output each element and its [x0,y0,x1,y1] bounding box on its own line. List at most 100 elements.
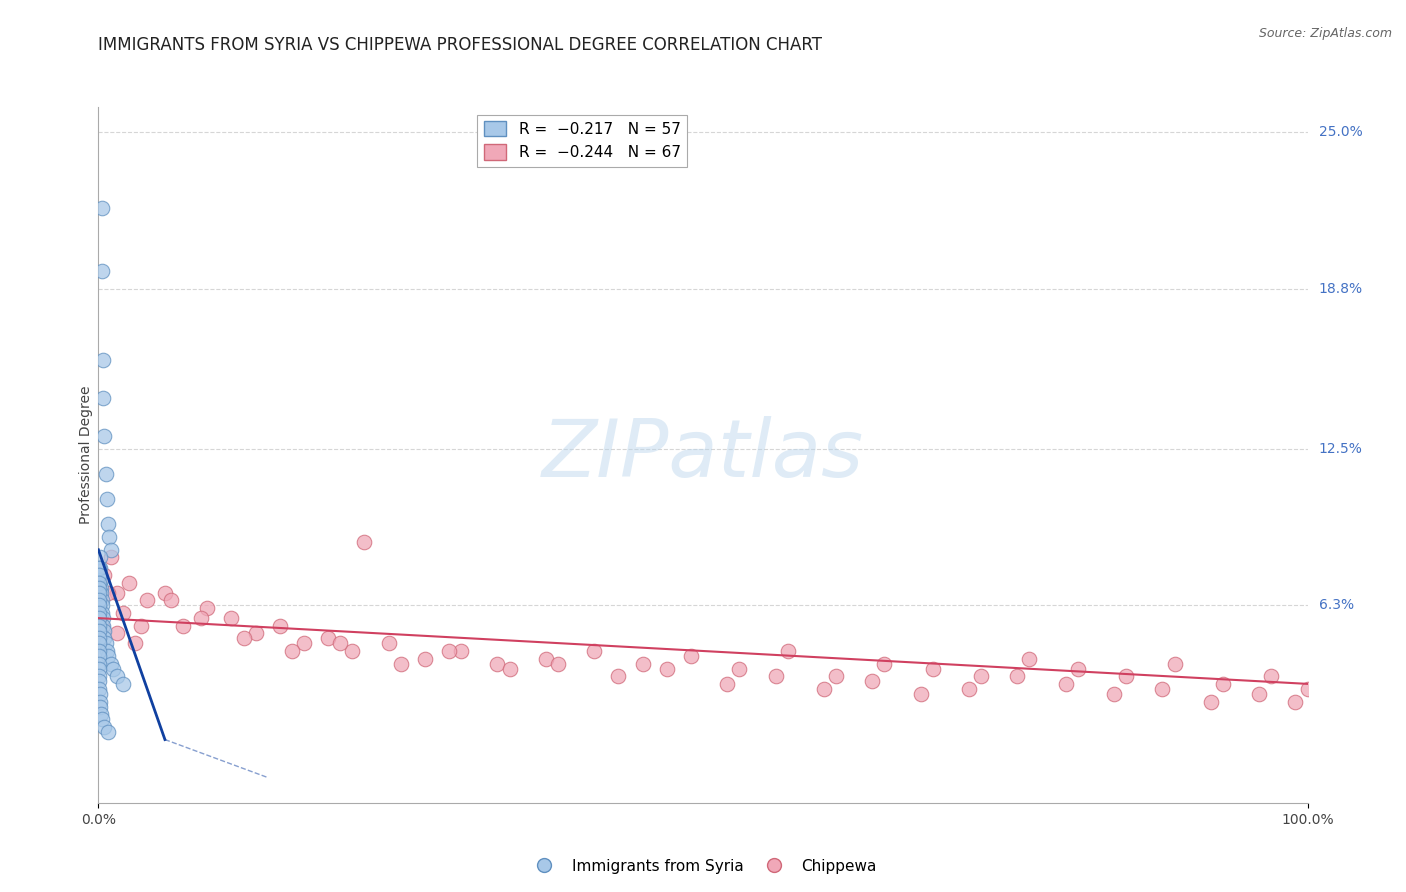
Point [87,586,110,600]
Point [87,593,110,607]
Point [93,568,115,582]
Point [583,644,606,658]
Point [825,669,848,683]
Point [97,586,120,600]
Point [1260,669,1282,683]
Point [87,581,110,595]
Point [232,632,254,646]
Point [269,618,291,632]
Point [100,542,122,557]
Point [97,648,120,663]
Point [413,651,436,665]
Point [97,517,120,532]
Point [1296,681,1319,696]
Point [607,669,630,683]
Point [486,657,509,671]
Point [96,644,118,658]
Point [89,550,111,565]
Point [153,586,176,600]
Point [105,626,128,640]
Point [1067,662,1090,676]
Point [135,593,157,607]
Point [1115,669,1137,683]
Point [1054,677,1077,691]
Point [90,573,112,587]
Point [329,636,352,650]
Point [105,586,128,600]
Point [87,568,110,582]
Point [87,611,110,625]
Point [221,611,243,625]
Point [111,677,134,691]
Point [89,560,111,574]
Point [129,618,152,632]
Text: IMMIGRANTS FROM SYRIA VS CHIPPEWA PROFESSIONAL DEGREE CORRELATION CHART: IMMIGRANTS FROM SYRIA VS CHIPPEWA PROFES… [98,36,823,54]
Point [87,644,110,658]
Point [89,568,111,582]
Point [534,651,557,665]
Point [1152,681,1174,696]
Point [87,662,110,676]
Point [87,632,110,646]
Point [87,606,110,620]
Point [89,699,111,714]
Point [970,669,993,683]
Point [190,611,212,625]
Point [87,669,110,683]
Text: 25.0%: 25.0% [1319,126,1362,139]
Legend: R =  −0.217   N = 57, R =  −0.244   N = 67: R = −0.217 N = 57, R = −0.244 N = 67 [478,115,686,167]
Point [87,618,110,632]
Point [728,662,751,676]
Point [91,201,114,215]
Point [437,644,460,658]
Point [91,391,114,405]
Point [87,674,110,689]
Point [96,492,118,507]
Point [118,575,141,590]
Point [91,606,114,620]
Point [93,720,115,734]
Point [342,644,364,658]
Point [91,618,114,632]
Point [91,611,114,625]
Point [292,636,315,650]
Point [1102,687,1125,701]
Point [111,606,134,620]
Point [389,657,412,671]
Legend: Immigrants from Syria, Chippewa: Immigrants from Syria, Chippewa [523,853,883,880]
Point [90,581,112,595]
Point [245,626,267,640]
Point [1007,669,1029,683]
Point [195,601,218,615]
Point [91,618,114,632]
Point [91,593,114,607]
Point [105,669,128,683]
Point [172,618,194,632]
Text: 12.5%: 12.5% [1319,442,1362,456]
Point [91,599,114,613]
Point [450,644,472,658]
Point [98,530,121,544]
Point [281,644,304,658]
Point [87,681,110,696]
Point [93,429,115,443]
Point [716,677,738,691]
Point [89,695,111,709]
Point [1163,657,1185,671]
Text: ZIPatlas: ZIPatlas [541,416,865,494]
Point [90,707,112,722]
Point [957,681,980,696]
Point [316,632,339,646]
Point [91,264,114,278]
Point [377,636,399,650]
Point [87,575,110,590]
Point [655,662,678,676]
Text: Source: ZipAtlas.com: Source: ZipAtlas.com [1258,27,1392,40]
Point [89,687,111,701]
Point [873,657,896,671]
Point [101,662,124,676]
Text: 18.8%: 18.8% [1319,282,1362,296]
Point [910,687,932,701]
Point [631,657,654,671]
Point [124,636,146,650]
